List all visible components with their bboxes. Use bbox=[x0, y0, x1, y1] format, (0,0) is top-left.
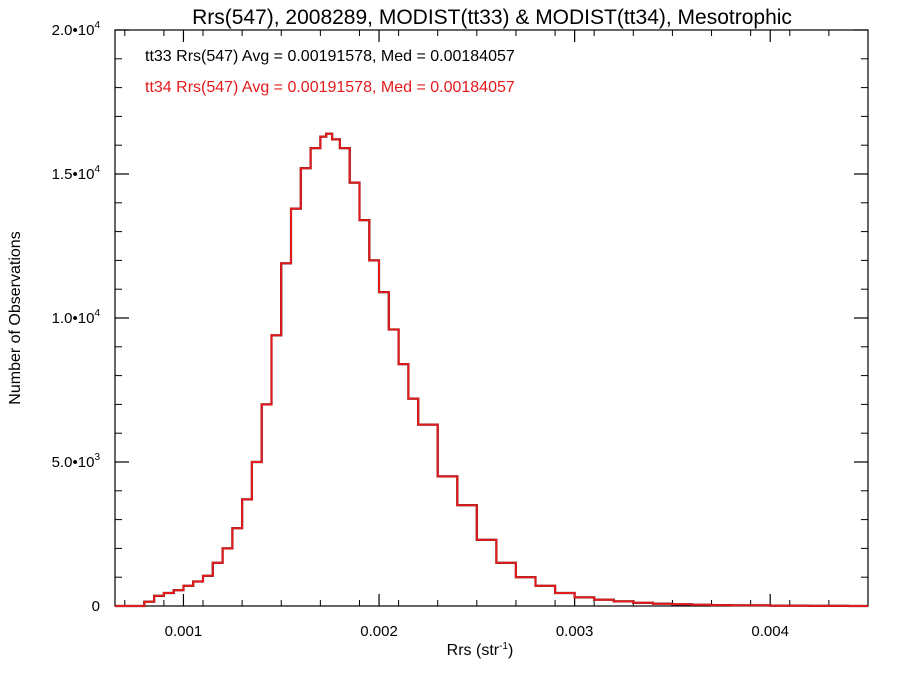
plot-frame bbox=[114, 29, 869, 607]
x-tick-label: 0.003 bbox=[556, 623, 594, 640]
y-tick-label: 0 bbox=[92, 598, 100, 615]
series-line-tt33 bbox=[115, 132, 868, 608]
y-axis-label: Number of Observations bbox=[7, 231, 24, 404]
stat-text-tt34: tt34 Rrs(547) Avg = 0.00191578, Med = 0.… bbox=[145, 79, 515, 96]
series-line-tt34 bbox=[115, 132, 868, 607]
axis-ticks bbox=[115, 29, 868, 607]
x-tick-label: 0.001 bbox=[165, 623, 203, 640]
chart-title: Rrs(547), 2008289, MODIST(tt33) & MODIST… bbox=[192, 6, 792, 29]
y-tick-label: 5.0•103 bbox=[52, 452, 101, 471]
y-tick-label: 1.0•104 bbox=[52, 308, 101, 327]
stat-text-tt33: tt33 Rrs(547) Avg = 0.00191578, Med = 0.… bbox=[145, 48, 515, 65]
x-axis-label: Rrs (str-1) bbox=[447, 641, 514, 659]
y-tick-labels: 0 5.0•103 1.0•104 1.5•104 2.0•104 bbox=[52, 20, 101, 615]
y-tick-label: 1.5•104 bbox=[52, 164, 101, 183]
x-tick-label: 0.004 bbox=[751, 623, 789, 640]
x-tick-label: 0.002 bbox=[360, 623, 398, 640]
x-tick-labels: 0.001 0.002 0.003 0.004 bbox=[165, 623, 789, 640]
y-tick-label: 2.0•104 bbox=[52, 20, 101, 39]
